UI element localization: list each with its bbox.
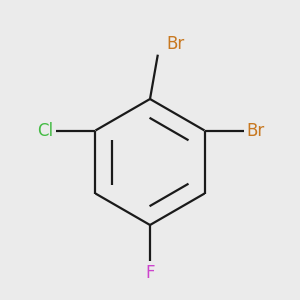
- Text: Br: Br: [167, 35, 185, 53]
- Text: Cl: Cl: [37, 122, 53, 140]
- Text: F: F: [145, 264, 155, 282]
- Text: Br: Br: [247, 122, 265, 140]
